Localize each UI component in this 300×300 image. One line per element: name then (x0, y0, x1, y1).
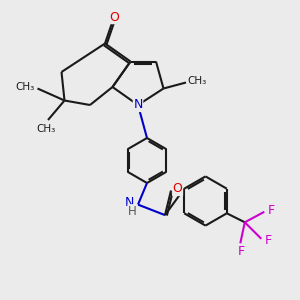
Text: CH₃: CH₃ (15, 82, 34, 92)
Text: O: O (109, 11, 119, 24)
Text: F: F (237, 245, 244, 258)
Text: O: O (173, 182, 182, 196)
Text: N: N (133, 98, 143, 112)
Text: N: N (125, 196, 134, 209)
Text: F: F (267, 204, 274, 217)
Text: CH₃: CH₃ (37, 124, 56, 134)
Text: CH₃: CH₃ (188, 76, 207, 86)
Text: H: H (128, 205, 137, 218)
Text: F: F (264, 234, 272, 247)
